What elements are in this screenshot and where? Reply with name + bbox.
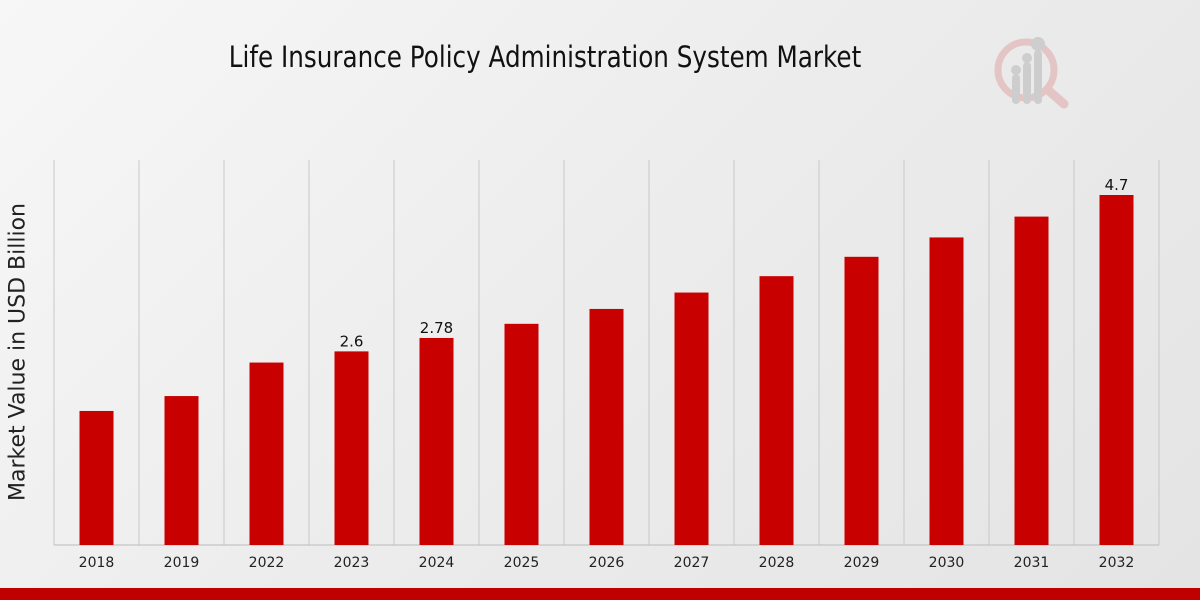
x-tick-label: 2022	[249, 555, 285, 571]
chart-title: Life Insurance Policy Administration Sys…	[228, 40, 862, 74]
bar-2022	[249, 362, 284, 545]
x-tick-label: 2026	[589, 555, 625, 571]
bar-2029	[844, 256, 879, 545]
brand-logo-icon	[994, 37, 1069, 109]
x-tick-label: 2023	[334, 555, 370, 571]
x-tick-label: 2018	[79, 555, 115, 571]
x-tick-label: 2032	[1099, 555, 1135, 571]
bottom-band	[0, 588, 1200, 600]
x-tick-label: 2019	[164, 555, 200, 571]
x-tick-label: 2028	[759, 555, 795, 571]
x-tick-label: 2025	[504, 555, 540, 571]
x-tick-label: 2024	[419, 555, 455, 571]
x-tick-label: 2029	[844, 555, 880, 571]
bar-2019	[164, 396, 199, 545]
data-label-2023: 2.6	[340, 332, 364, 350]
bar-2027	[674, 292, 709, 545]
data-label-2024: 2.78	[420, 319, 453, 337]
bar-2026	[589, 308, 624, 545]
bar-2023	[334, 351, 369, 545]
bar-2030	[929, 237, 964, 545]
bar-2024	[419, 337, 454, 545]
bar-2025	[504, 323, 539, 545]
bar-2028	[759, 276, 794, 545]
x-tick-label: 2030	[929, 555, 965, 571]
bar-2018	[79, 410, 114, 545]
bar-2031	[1014, 216, 1049, 545]
x-tick-label: 2031	[1014, 555, 1050, 571]
bar-2032	[1099, 195, 1134, 545]
data-label-2032: 4.7	[1105, 176, 1129, 194]
x-tick-label: 2027	[674, 555, 710, 571]
